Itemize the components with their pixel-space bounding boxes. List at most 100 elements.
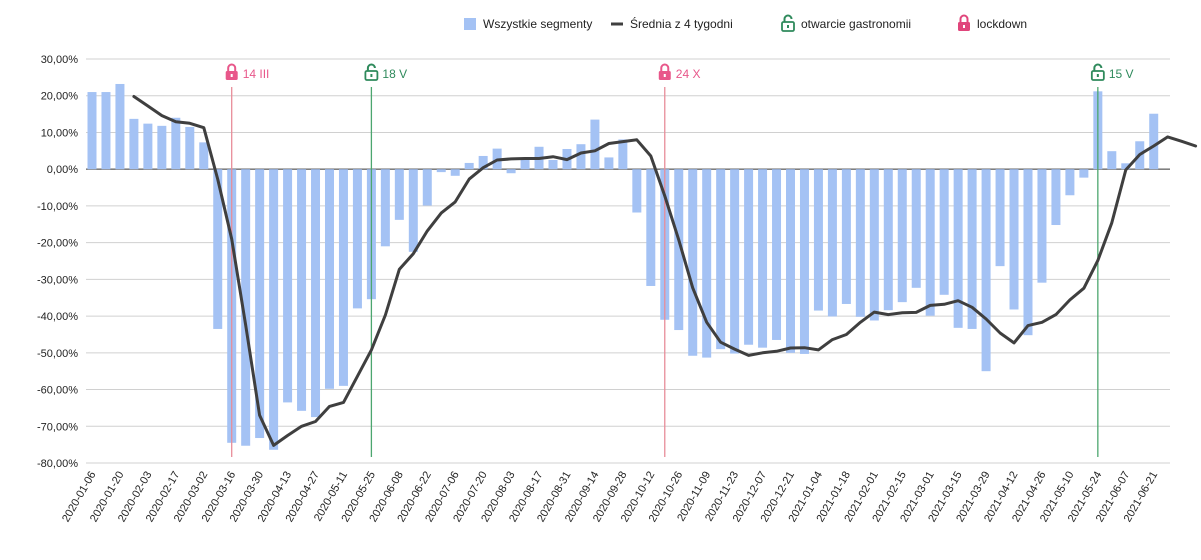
- bar: [813, 169, 823, 311]
- bar: [101, 92, 111, 170]
- bar: [1107, 151, 1117, 170]
- locked-padlock-icon: [658, 63, 671, 80]
- bar: [115, 83, 125, 170]
- padlock-keyhole: [663, 74, 666, 77]
- y-tick-label: 0,00%: [47, 164, 78, 176]
- y-tick-label: -80,00%: [37, 458, 78, 470]
- bar: [129, 118, 139, 170]
- bars-series: [87, 83, 1159, 450]
- bar: [995, 169, 1005, 267]
- padlock-shackle: [227, 63, 237, 71]
- bar: [171, 117, 181, 170]
- bar: [408, 169, 418, 252]
- bar: [758, 169, 768, 348]
- average-line: [132, 95, 1198, 447]
- bar: [520, 159, 530, 170]
- bar: [911, 169, 921, 288]
- padlock-shackle: [959, 14, 969, 22]
- legend: Wszystkie segmenty Średnia z 4 tygodni otw…: [464, 14, 1027, 32]
- bar: [1121, 163, 1131, 170]
- bar: [772, 169, 782, 340]
- bar: [422, 169, 432, 206]
- bar: [394, 169, 404, 220]
- bar: [324, 169, 334, 389]
- locked-padlock-icon: [958, 14, 970, 31]
- bar: [213, 169, 223, 329]
- bar: [450, 169, 460, 176]
- bar: [576, 144, 586, 170]
- legend-item: lockdown: [958, 14, 1027, 31]
- legend-item: otwarcie gastronomii: [781, 14, 911, 32]
- y-tick-label: -50,00%: [37, 348, 78, 360]
- bar: [925, 169, 935, 316]
- y-tick-label: 20,00%: [41, 91, 79, 103]
- bar: [702, 169, 712, 358]
- legend-bar-swatch: [464, 18, 476, 30]
- bar: [1023, 169, 1033, 336]
- bar: [897, 169, 907, 303]
- legend-item: Wszystkie segmenty: [464, 17, 592, 31]
- bar: [1149, 113, 1159, 170]
- y-tick-label: -20,00%: [37, 238, 78, 250]
- event-lines: [231, 87, 1099, 457]
- bar: [604, 157, 614, 170]
- bar: [786, 169, 795, 353]
- average-line-series: [132, 95, 1198, 447]
- legend-label: Średnia z 4 tygodni: [630, 16, 733, 31]
- legend-label: Wszystkie segmenty: [483, 17, 592, 31]
- bar: [297, 169, 307, 411]
- bar: [478, 155, 488, 170]
- padlock-body: [1090, 70, 1105, 81]
- bar: [283, 169, 293, 403]
- bar: [311, 169, 321, 418]
- bar: [548, 160, 558, 170]
- event-label: 14 III: [243, 67, 270, 81]
- bar: [199, 142, 209, 170]
- bar: [967, 169, 977, 329]
- bar: [869, 169, 879, 321]
- bar: [953, 169, 963, 328]
- legend-label: otwarcie gastronomii: [801, 17, 911, 31]
- bar: [827, 169, 837, 317]
- bar: [632, 169, 642, 213]
- bar: [143, 123, 153, 170]
- y-tick-label: -60,00%: [37, 385, 78, 397]
- y-tick-label: -30,00%: [37, 274, 78, 286]
- padlock-body: [781, 21, 795, 32]
- bar: [1037, 169, 1047, 283]
- y-tick-label: -10,00%: [37, 201, 78, 213]
- bar: [883, 169, 893, 311]
- padlock-keyhole: [787, 25, 789, 28]
- locked-padlock-icon: [225, 63, 238, 80]
- padlock-keyhole: [230, 74, 233, 77]
- bar: [352, 169, 362, 309]
- bar: [269, 169, 279, 450]
- y-tick-label: 10,00%: [41, 127, 79, 139]
- padlock-keyhole: [963, 25, 965, 28]
- y-axis: 30,00% 20,00% 10,00% 0,00% -10,00% -20,00% -30…: [37, 54, 78, 470]
- bar: [506, 169, 516, 174]
- legend-item: Średnia z 4 tygodni: [611, 16, 733, 31]
- bar: [674, 169, 684, 331]
- padlock-keyhole: [370, 74, 373, 77]
- bar: [744, 169, 754, 345]
- y-tick-label: -70,00%: [37, 421, 78, 433]
- bar: [646, 169, 656, 286]
- padlock-shackle: [783, 14, 793, 22]
- bar: [799, 169, 809, 354]
- bar: [730, 169, 740, 354]
- bar: [618, 139, 628, 170]
- padlock-shackle: [660, 63, 670, 71]
- bar: [841, 169, 851, 304]
- bar: [87, 92, 97, 170]
- bar: [185, 126, 195, 170]
- bar: [157, 125, 167, 170]
- bar: [590, 119, 600, 170]
- bar: [1065, 169, 1075, 196]
- bar: [338, 169, 348, 386]
- padlock-keyhole: [1096, 74, 1099, 77]
- padlock-shackle: [366, 63, 376, 71]
- legend-label: lockdown: [977, 17, 1027, 31]
- bar: [436, 169, 446, 173]
